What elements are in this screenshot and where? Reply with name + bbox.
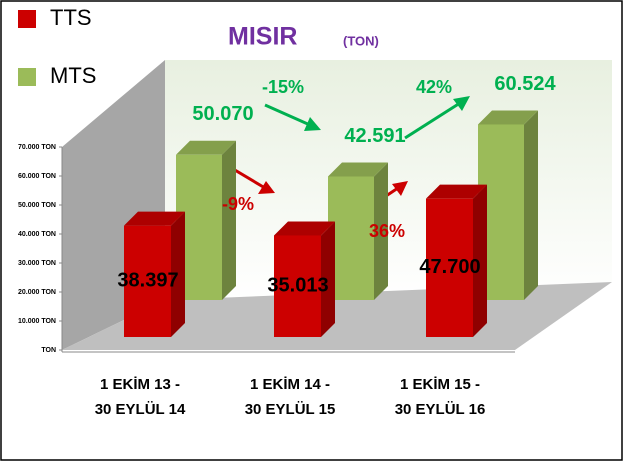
y-tick-label: TON [41, 347, 56, 354]
bar-face [321, 221, 335, 337]
bar-face [524, 110, 538, 300]
annotation: -9% [222, 194, 254, 214]
x-tick-label: 30 EYLÜL 16 [395, 401, 486, 418]
y-tick-label: 20.000 TON [18, 289, 56, 296]
legend-label: MTS [50, 63, 96, 88]
bar [328, 162, 388, 300]
bar-face [426, 184, 487, 199]
chart-title: MISIR [228, 23, 297, 51]
bar-face [328, 176, 374, 300]
legend-swatch [18, 10, 36, 28]
value-label: 50.070 [192, 103, 253, 125]
value-label: 35.013 [267, 275, 328, 297]
bar-face [176, 140, 236, 155]
bar-face [426, 198, 473, 337]
bar [176, 140, 236, 300]
value-label: 38.397 [117, 270, 178, 292]
x-tick-label: 30 EYLÜL 14 [95, 401, 186, 418]
legend-swatch [18, 68, 36, 86]
chart-subtitle: (TON) [343, 33, 379, 48]
bar [124, 211, 185, 337]
y-tick-label: 70.000 TON [18, 144, 56, 151]
y-tick-label: 10.000 TON [18, 318, 56, 325]
y-tick-label: 50.000 TON [18, 202, 56, 209]
x-tick-label: 1 EKİM 15 - [400, 376, 480, 393]
bar-face [222, 140, 236, 300]
y-tick-label: 60.000 TON [18, 173, 56, 180]
bar-face [274, 221, 335, 236]
bar-face [124, 211, 185, 226]
bar-face [473, 184, 487, 337]
value-label: 42.591 [344, 125, 405, 147]
y-tick-label: 40.000 TON [18, 231, 56, 238]
bar [426, 184, 487, 337]
legend-label: TTS [50, 5, 92, 30]
annotation: 42% [416, 77, 452, 97]
value-label: 60.524 [494, 73, 556, 95]
bar-face [374, 162, 388, 300]
x-tick-label: 1 EKİM 14 - [250, 376, 330, 393]
bar-face [274, 235, 321, 337]
bar-face [124, 225, 171, 337]
y-tick-label: 30.000 TON [18, 260, 56, 267]
x-tick-label: 1 EKİM 13 - [100, 376, 180, 393]
bar [274, 221, 335, 337]
bar-face [328, 162, 388, 177]
value-label: 47.700 [419, 256, 480, 278]
annotation: 36% [369, 221, 405, 241]
bar-face [478, 110, 538, 125]
x-tick-label: 30 EYLÜL 15 [245, 401, 336, 418]
annotation: -15% [262, 77, 304, 97]
bar-face [171, 211, 185, 337]
